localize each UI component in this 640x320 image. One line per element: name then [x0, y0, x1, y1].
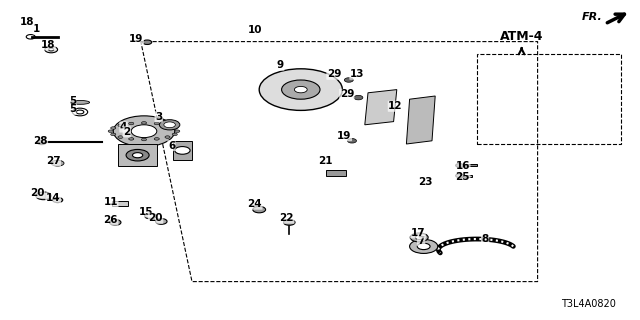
Circle shape: [175, 130, 180, 132]
Circle shape: [76, 110, 84, 114]
Circle shape: [111, 133, 116, 136]
Circle shape: [45, 46, 58, 53]
Circle shape: [294, 86, 307, 93]
Text: 9: 9: [276, 60, 284, 70]
Circle shape: [348, 139, 356, 143]
Circle shape: [129, 122, 134, 125]
Text: 29: 29: [340, 89, 354, 100]
Text: 21: 21: [318, 156, 332, 166]
Text: 11: 11: [104, 197, 118, 207]
Text: 18: 18: [41, 40, 55, 50]
Circle shape: [282, 80, 320, 99]
Circle shape: [164, 122, 175, 128]
Bar: [461, 164, 477, 166]
Text: 17: 17: [411, 228, 425, 238]
Circle shape: [410, 239, 438, 253]
Circle shape: [344, 78, 353, 82]
Circle shape: [354, 95, 363, 100]
Text: 29: 29: [327, 69, 341, 79]
Text: 2: 2: [123, 127, 131, 137]
Text: 6: 6: [168, 140, 175, 151]
Circle shape: [108, 130, 113, 132]
Circle shape: [126, 149, 149, 161]
Circle shape: [141, 122, 147, 124]
Circle shape: [159, 120, 180, 130]
Text: T3L4A0820: T3L4A0820: [561, 299, 616, 309]
Circle shape: [259, 69, 342, 110]
Circle shape: [156, 219, 167, 224]
Circle shape: [118, 136, 123, 138]
Circle shape: [175, 147, 190, 154]
Circle shape: [456, 164, 463, 167]
Circle shape: [129, 138, 134, 140]
Text: 19: 19: [129, 34, 143, 44]
Bar: [461, 175, 472, 177]
Text: 20: 20: [30, 188, 44, 198]
Text: 5: 5: [68, 96, 76, 106]
Circle shape: [456, 174, 463, 178]
Circle shape: [172, 127, 177, 129]
Circle shape: [284, 220, 295, 225]
Polygon shape: [365, 90, 397, 125]
Circle shape: [141, 138, 147, 141]
Circle shape: [154, 138, 159, 140]
Circle shape: [165, 124, 170, 127]
Circle shape: [118, 124, 123, 127]
Polygon shape: [406, 96, 435, 144]
Text: 4: 4: [120, 122, 127, 132]
Text: 28: 28: [33, 136, 47, 146]
Ellipse shape: [51, 160, 64, 166]
Circle shape: [109, 220, 121, 225]
Text: 24: 24: [248, 199, 262, 209]
Circle shape: [415, 236, 423, 239]
Circle shape: [143, 40, 152, 44]
Text: 27: 27: [46, 156, 60, 166]
Text: 18: 18: [20, 17, 34, 28]
Circle shape: [172, 133, 177, 136]
Circle shape: [253, 206, 266, 213]
Text: 10: 10: [248, 25, 262, 35]
Circle shape: [131, 125, 157, 138]
Circle shape: [154, 122, 159, 125]
Circle shape: [37, 140, 46, 145]
Text: 5: 5: [68, 104, 76, 115]
Text: 19: 19: [337, 131, 351, 141]
Circle shape: [52, 197, 63, 203]
Text: FR.: FR.: [582, 12, 603, 22]
Text: 3: 3: [155, 112, 163, 122]
Text: 12: 12: [388, 101, 403, 111]
Text: 26: 26: [104, 215, 118, 225]
Bar: [112, 201, 128, 206]
Text: 23: 23: [419, 177, 433, 188]
Text: 22: 22: [280, 213, 294, 223]
Bar: [477, 54, 621, 144]
Text: 13: 13: [350, 69, 364, 79]
Bar: [173, 141, 192, 160]
Text: 25: 25: [456, 172, 470, 182]
Circle shape: [410, 233, 428, 242]
Circle shape: [36, 192, 51, 200]
Bar: [118, 144, 157, 166]
Circle shape: [165, 136, 170, 138]
Bar: [326, 170, 346, 176]
Text: 16: 16: [456, 161, 470, 171]
Text: 8: 8: [481, 234, 489, 244]
Circle shape: [145, 213, 156, 219]
Circle shape: [49, 48, 54, 51]
Circle shape: [111, 127, 116, 129]
Ellipse shape: [70, 100, 90, 104]
Circle shape: [417, 243, 430, 250]
Circle shape: [113, 116, 175, 147]
Text: 14: 14: [46, 193, 60, 203]
Text: 20: 20: [148, 213, 163, 223]
Text: ATM-4: ATM-4: [500, 30, 543, 43]
Text: 1: 1: [33, 24, 40, 34]
Circle shape: [132, 153, 143, 158]
Text: 7: 7: [417, 236, 425, 246]
Text: 15: 15: [139, 207, 153, 217]
